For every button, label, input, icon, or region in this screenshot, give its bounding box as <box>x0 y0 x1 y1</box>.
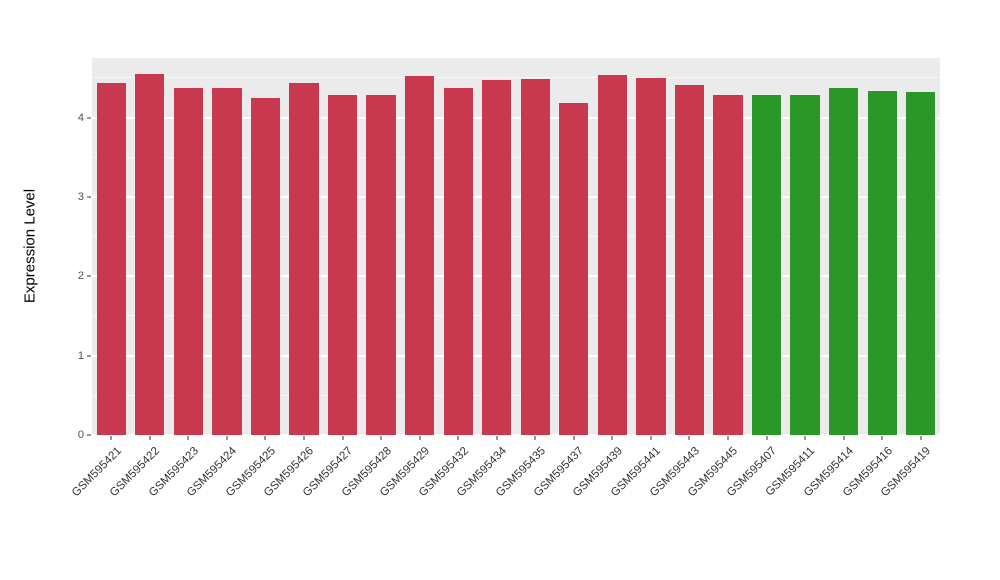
gridline-minor <box>92 315 940 317</box>
gridline-minor <box>92 236 940 238</box>
bar <box>559 103 589 435</box>
x-tick-mark <box>766 436 768 440</box>
x-tick-mark <box>226 436 228 440</box>
x-tick-mark <box>110 436 112 440</box>
gridline-major <box>92 116 940 119</box>
x-tick-mark <box>457 436 459 440</box>
bar <box>867 91 897 435</box>
x-tick-mark <box>496 436 498 440</box>
bar <box>96 83 126 435</box>
y-tick-label: 2 <box>77 270 84 283</box>
bar <box>906 92 936 435</box>
bar <box>327 95 358 435</box>
y-tick-mark <box>87 355 91 357</box>
bar <box>597 75 627 435</box>
y-tick-label: 0 <box>77 429 84 441</box>
bar <box>520 78 550 435</box>
x-tick-mark <box>303 436 305 440</box>
y-tick-mark <box>87 196 91 198</box>
x-tick-mark <box>534 436 536 440</box>
y-tick-mark <box>87 117 91 119</box>
y-tick-label: 1 <box>77 349 84 362</box>
y-tick-label: 4 <box>77 111 84 124</box>
bar <box>674 85 705 435</box>
gridline-minor <box>92 77 940 79</box>
bar <box>250 97 281 435</box>
x-tick-mark <box>187 436 189 440</box>
gridline-major <box>92 195 940 198</box>
x-tick-mark <box>881 436 883 440</box>
bar <box>366 94 396 435</box>
bar <box>289 83 319 435</box>
bar <box>790 94 820 435</box>
gridline-major <box>92 434 940 436</box>
x-tick-mark <box>380 436 382 440</box>
x-tick-mark <box>727 436 729 440</box>
x-tick-mark <box>688 436 690 440</box>
bar <box>173 88 203 435</box>
y-axis-title: Expression Level <box>21 188 39 304</box>
y-tick-mark <box>87 434 91 436</box>
x-tick-mark <box>843 436 845 440</box>
bar <box>212 88 242 435</box>
bar <box>135 73 165 435</box>
bar <box>443 88 473 435</box>
x-tick-mark <box>611 436 613 440</box>
chart-panel <box>92 58 940 436</box>
x-tick-mark <box>920 436 922 440</box>
y-tick-mark <box>87 275 91 277</box>
bar <box>713 95 743 435</box>
bar <box>751 94 782 435</box>
x-tick-mark <box>804 436 806 440</box>
bar <box>482 80 512 435</box>
gridline-minor <box>92 156 940 158</box>
gridline-major <box>92 354 940 357</box>
bar <box>828 88 859 435</box>
x-tick-mark <box>419 436 421 440</box>
x-tick-mark <box>342 436 344 440</box>
gridline-minor <box>92 394 940 396</box>
x-tick-mark <box>264 436 266 440</box>
x-tick-mark <box>573 436 575 440</box>
x-tick-mark <box>650 436 652 440</box>
gridline-major <box>92 275 940 278</box>
x-tick-mark <box>149 436 151 440</box>
bar <box>636 77 666 435</box>
y-tick-label: 3 <box>77 190 84 203</box>
bar <box>404 76 435 435</box>
